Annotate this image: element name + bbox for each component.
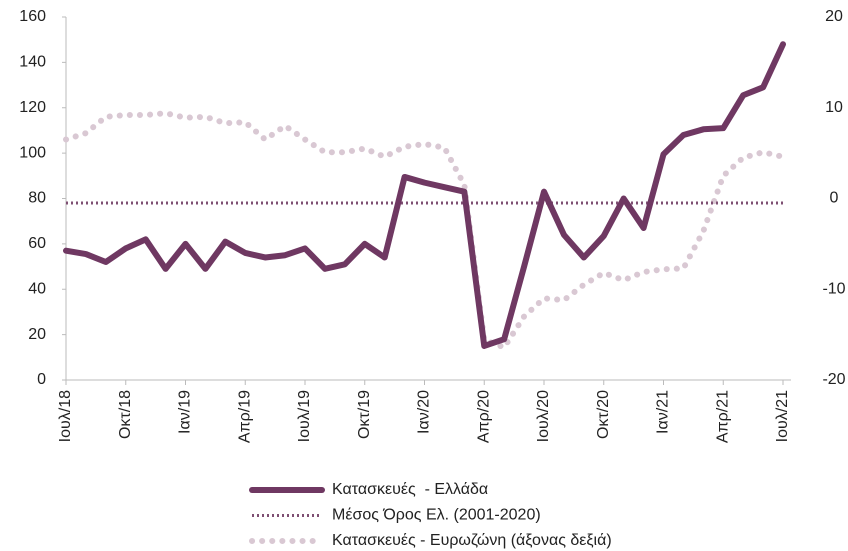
y-tick-label: 20 [28,326,46,343]
y2-tick-label: -20 [822,371,845,388]
x-tick-label: Ιουλ/20 [535,390,552,442]
y-tick-label: 40 [28,280,46,297]
x-tick-label: Ιουλ/21 [774,390,791,442]
legend-label: Μέσος Όρος Ελ. (2001-2020) [332,507,541,524]
legend-label: Κατασκευές - Ευρωζώνη (άξονας δεξιά) [332,532,612,549]
x-tick-label: Ιαν/19 [177,390,194,434]
y-tick-label: 120 [19,99,46,116]
y-tick-label: 80 [28,190,46,207]
y2-tick-label: -10 [822,280,845,297]
x-tick-label: Απρ/20 [475,390,492,443]
y-tick-label: 0 [37,371,46,388]
y2-tick-label: 20 [825,8,843,25]
x-tick-label: Απρ/21 [714,390,731,443]
x-tick-label: Ιουλ/19 [296,390,313,442]
y2-tick-label: 10 [825,99,843,116]
x-tick-label: Οκτ/18 [117,390,134,439]
line-series [63,110,786,351]
x-tick-label: Απρ/19 [236,390,253,443]
y-tick-label: 60 [28,235,46,252]
line-series [63,41,786,349]
y2-tick-label: 0 [830,190,839,207]
y-tick-label: 140 [19,54,46,71]
y-tick-label: 100 [19,144,46,161]
x-tick-label: Οκτ/20 [595,390,612,439]
y-tick-label: 160 [19,8,46,25]
x-tick-label: Ιαν/21 [655,390,672,434]
x-tick-label: Οκτ/19 [356,390,373,439]
x-tick-label: Ιαν/20 [416,390,433,434]
legend-label: Κατασκευές - Ελλάδα [332,481,488,498]
x-tick-label: Ιουλ/18 [57,390,74,442]
